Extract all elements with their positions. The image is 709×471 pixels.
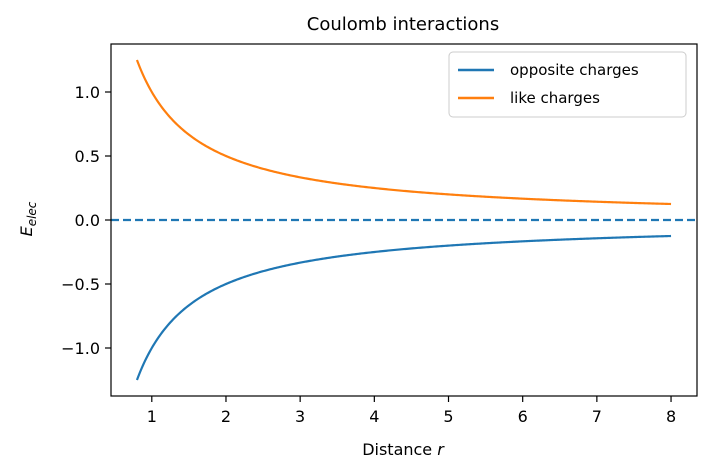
x-axis-ticks: 1 2 3 4 5 6 7 8 xyxy=(147,396,676,426)
y-axis-label-subscript: elec xyxy=(25,201,39,226)
x-tick-label: 8 xyxy=(666,407,676,426)
x-tick-label: 6 xyxy=(518,407,528,426)
x-tick-label: 4 xyxy=(369,407,379,426)
legend: opposite charges like charges xyxy=(448,51,687,118)
x-tick-label: 1 xyxy=(147,407,157,426)
series-like-charges-line xyxy=(135,59,672,206)
x-axis-label: Distance r xyxy=(362,440,445,459)
y-axis-label: Eelec xyxy=(17,201,39,236)
x-axis-label-variable: r xyxy=(437,440,445,459)
legend-box xyxy=(448,51,687,118)
legend-label-opposite-charges: opposite charges xyxy=(510,61,639,79)
y-axis-label-base: E xyxy=(17,225,36,236)
x-tick-label: 3 xyxy=(295,407,305,426)
y-tick-label: −1.0 xyxy=(61,339,100,358)
x-axis-label-text: Distance xyxy=(362,440,437,459)
legend-label-like-charges: like charges xyxy=(510,89,600,107)
y-tick-label: 0.0 xyxy=(75,211,100,230)
x-tick-label: 2 xyxy=(221,407,231,426)
plot-area xyxy=(111,59,697,381)
x-tick-label: 5 xyxy=(443,407,453,426)
series-opposite-charges-line xyxy=(135,234,672,381)
y-tick-label: 0.5 xyxy=(75,147,100,166)
y-tick-label: 1.0 xyxy=(75,83,100,102)
chart-title: Coulomb interactions xyxy=(307,14,499,35)
x-tick-label: 7 xyxy=(592,407,602,426)
y-axis-ticks: −1.0 −0.5 0.0 0.5 1.0 xyxy=(61,83,111,358)
y-tick-label: −0.5 xyxy=(61,275,100,294)
